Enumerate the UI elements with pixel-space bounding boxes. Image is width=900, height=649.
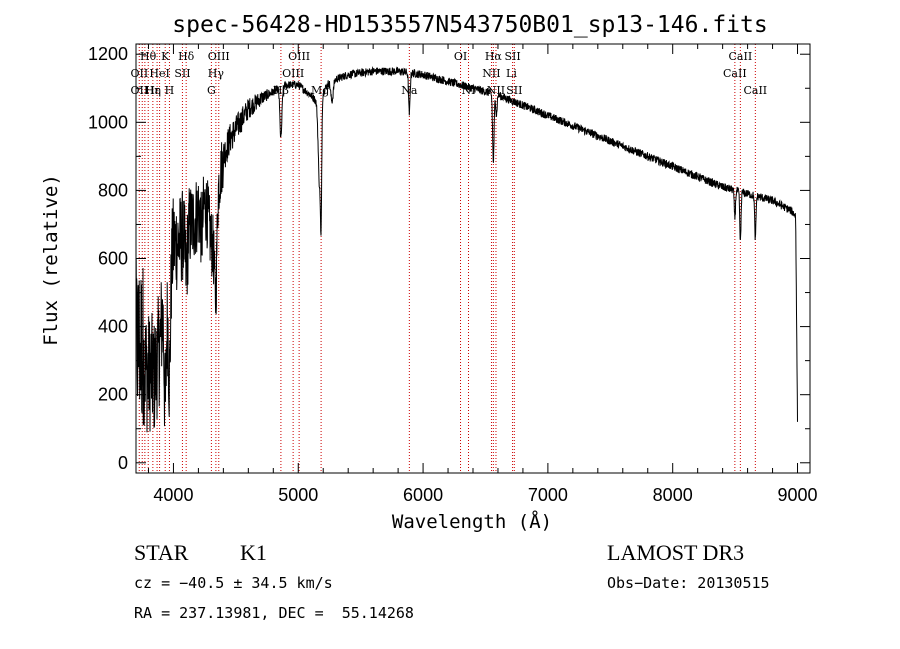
- spectral-line-label: Li: [506, 67, 517, 80]
- object-class: STAR: [134, 540, 189, 565]
- spectral-line-label: K: [161, 50, 170, 63]
- spectral-line-label: H: [165, 84, 175, 97]
- y-tick-label: 1000: [88, 112, 128, 132]
- object-subclass: K1: [240, 540, 267, 565]
- y-tick-label: 0: [118, 453, 128, 473]
- spectral-line-label: SII: [504, 50, 520, 63]
- chart-title: spec-56428-HD153557N543750B01_sp13-146.f…: [172, 12, 767, 38]
- x-tick-label: 7000: [528, 485, 568, 505]
- y-tick-label: 600: [98, 249, 128, 269]
- spectral-line-label: NII: [482, 67, 500, 80]
- x-axis-label: Wavelength (Å): [392, 510, 552, 533]
- x-tick-label: 5000: [278, 485, 318, 505]
- spectral-line-label: Hα: [485, 50, 503, 63]
- y-tick-label: 400: [98, 317, 128, 337]
- spectral-line-label: CaII: [723, 67, 747, 80]
- redshift-cz: cz = −40.5 ± 34.5 km/s: [134, 574, 333, 592]
- y-tick-label: 800: [98, 180, 128, 200]
- x-tick-label: 4000: [153, 485, 193, 505]
- spectrum-series-line: [135, 66, 798, 433]
- survey-name: LAMOST DR3: [607, 540, 745, 565]
- spectral-line-label: OII: [131, 67, 149, 80]
- spectral-line-label: CaII: [729, 50, 753, 63]
- spectral-line-label: OIII: [208, 50, 230, 63]
- x-tick-label: 6000: [403, 485, 443, 505]
- spectral-line-label: Hθ: [140, 50, 157, 63]
- spectral-line-label: Hδ: [178, 50, 195, 63]
- sky-coordinates: RA = 237.13981, DEC = 55.14268: [134, 604, 414, 622]
- spectral-line-label: Hγ: [208, 67, 225, 80]
- y-tick-label: 200: [98, 385, 128, 405]
- plot-frame: [135, 43, 811, 474]
- x-tick-label: 8000: [653, 485, 693, 505]
- spectral-line-label: OI: [454, 50, 467, 63]
- spectral-line-label: Na: [401, 84, 418, 97]
- spectral-line-label: Hε: [145, 84, 161, 97]
- spectral-line-label: Hη: [145, 84, 161, 97]
- x-tick-label: 9000: [777, 485, 817, 505]
- observation-date: Obs−Date: 20130515: [607, 574, 770, 592]
- line-marker-layer: [138, 44, 756, 473]
- spectral-line-label: SII: [174, 67, 190, 80]
- spectral-line-label: HeI: [149, 67, 169, 80]
- axis-ticks: 4000 5000 6000 7000 8000 9000 0 200 400 600 800 100…: [88, 44, 818, 505]
- spectral-line-label: CaII: [743, 84, 767, 97]
- y-tick-label: 1200: [88, 44, 128, 64]
- spectral-line-label: OIII: [288, 50, 310, 63]
- spectral-line-label: OIII: [282, 67, 304, 80]
- y-axis-label: Flux (relative): [40, 174, 62, 346]
- spectral-line-label: OII: [131, 84, 149, 97]
- spectral-line-label: G: [207, 84, 216, 97]
- spectral-line-label: SII: [506, 84, 522, 97]
